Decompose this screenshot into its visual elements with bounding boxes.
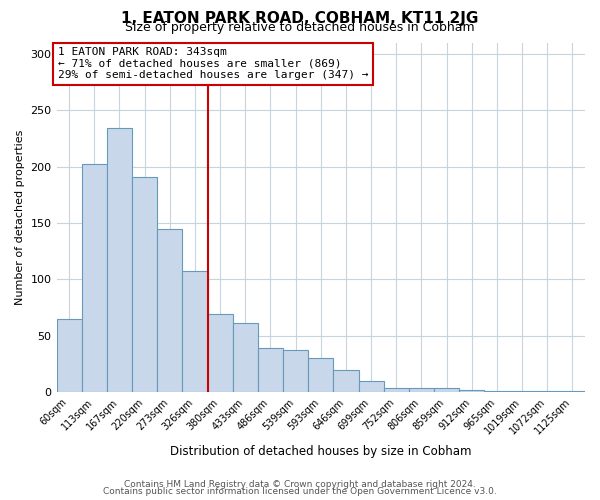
Bar (258, 348, 283, 392)
Bar (233, 324, 258, 392)
Text: Size of property relative to detached houses in Cobham: Size of property relative to detached ho… (125, 22, 475, 35)
Y-axis label: Number of detached properties: Number of detached properties (15, 130, 25, 305)
Bar (334, 370, 359, 392)
Bar (509, 391, 535, 392)
Bar (535, 391, 560, 392)
Bar (208, 314, 233, 392)
Bar (560, 391, 585, 392)
Bar (459, 390, 484, 392)
Bar (484, 391, 509, 392)
Bar (283, 350, 308, 392)
Bar (308, 358, 334, 392)
Text: Contains HM Land Registry data © Crown copyright and database right 2024.: Contains HM Land Registry data © Crown c… (124, 480, 476, 489)
Text: Contains public sector information licensed under the Open Government Licence v3: Contains public sector information licen… (103, 487, 497, 496)
X-axis label: Distribution of detached houses by size in Cobham: Distribution of detached houses by size … (170, 444, 472, 458)
Bar (107, 128, 132, 392)
Text: 1, EATON PARK ROAD, COBHAM, KT11 2JG: 1, EATON PARK ROAD, COBHAM, KT11 2JG (121, 11, 479, 26)
Bar (434, 388, 459, 392)
Bar (409, 388, 434, 392)
Text: 1 EATON PARK ROAD: 343sqm
← 71% of detached houses are smaller (869)
29% of semi: 1 EATON PARK ROAD: 343sqm ← 71% of detac… (58, 47, 368, 80)
Bar (359, 381, 383, 392)
Bar (56, 319, 82, 392)
Bar (132, 176, 157, 392)
Bar (182, 272, 208, 392)
Bar (383, 388, 409, 392)
Bar (157, 228, 182, 392)
Bar (82, 164, 107, 392)
